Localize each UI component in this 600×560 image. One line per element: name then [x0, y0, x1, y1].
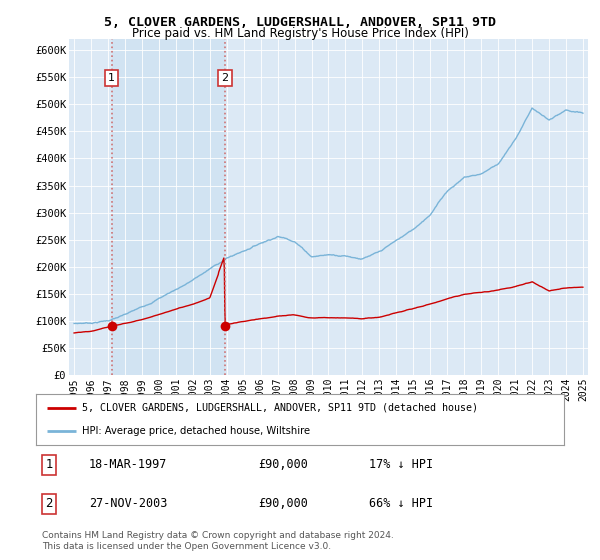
Text: 2: 2 — [221, 73, 229, 83]
Text: 27-NOV-2003: 27-NOV-2003 — [89, 497, 167, 511]
Text: Price paid vs. HM Land Registry's House Price Index (HPI): Price paid vs. HM Land Registry's House … — [131, 27, 469, 40]
Bar — [112, 39, 225, 375]
Text: Contains HM Land Registry data © Crown copyright and database right 2024.: Contains HM Land Registry data © Crown c… — [42, 531, 394, 540]
Text: 1: 1 — [46, 458, 53, 471]
Text: 2: 2 — [46, 497, 53, 511]
Text: 5, CLOVER GARDENS, LUDGERSHALL, ANDOVER, SP11 9TD (detached house): 5, CLOVER GARDENS, LUDGERSHALL, ANDOVER,… — [82, 403, 478, 413]
Text: £90,000: £90,000 — [258, 458, 308, 471]
Text: This data is licensed under the Open Government Licence v3.0.: This data is licensed under the Open Gov… — [42, 542, 331, 550]
Text: 66% ↓ HPI: 66% ↓ HPI — [368, 497, 433, 511]
Text: 17% ↓ HPI: 17% ↓ HPI — [368, 458, 433, 471]
Text: 18-MAR-1997: 18-MAR-1997 — [89, 458, 167, 471]
Text: 5, CLOVER GARDENS, LUDGERSHALL, ANDOVER, SP11 9TD: 5, CLOVER GARDENS, LUDGERSHALL, ANDOVER,… — [104, 16, 496, 29]
Text: £90,000: £90,000 — [258, 497, 308, 511]
Text: HPI: Average price, detached house, Wiltshire: HPI: Average price, detached house, Wilt… — [82, 426, 311, 436]
Text: 1: 1 — [108, 73, 115, 83]
